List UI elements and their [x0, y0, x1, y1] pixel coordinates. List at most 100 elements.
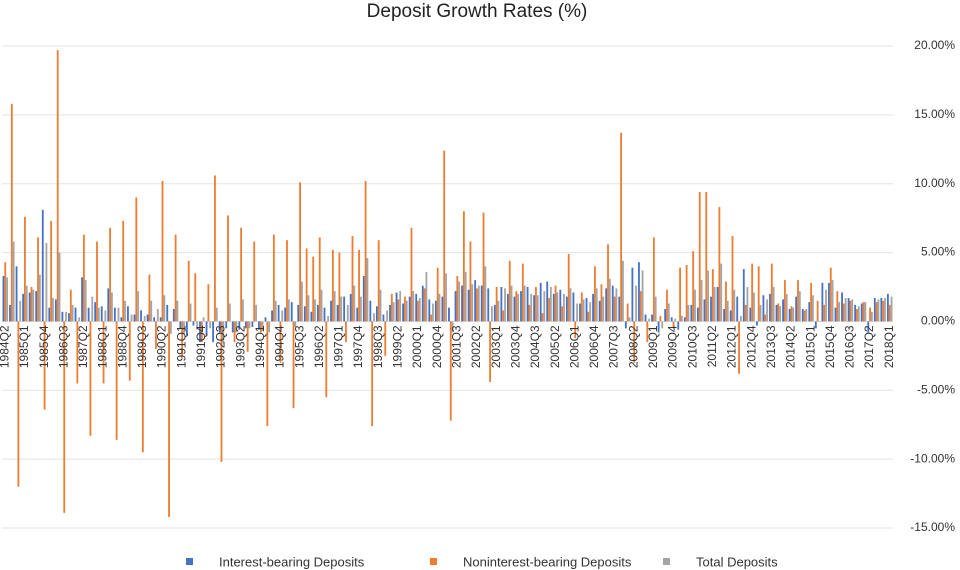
bar	[829, 267, 832, 322]
bar	[882, 300, 885, 322]
bar	[502, 310, 505, 322]
bar	[212, 321, 215, 343]
bar	[703, 299, 706, 322]
bar	[783, 280, 786, 322]
bar	[667, 303, 670, 322]
bar	[94, 302, 97, 322]
bar	[539, 282, 542, 322]
bar	[762, 295, 765, 322]
bar	[624, 321, 627, 329]
bar	[405, 300, 408, 322]
bar	[390, 293, 393, 322]
bar	[526, 287, 529, 322]
bar	[205, 321, 208, 336]
bar	[541, 313, 544, 322]
bar	[777, 303, 780, 322]
bar	[561, 306, 564, 322]
bar	[12, 241, 15, 322]
bar	[258, 321, 260, 330]
bar	[38, 274, 41, 322]
bar	[225, 321, 228, 329]
bar	[635, 285, 637, 322]
bar	[238, 321, 241, 330]
bar	[140, 310, 142, 322]
legend-swatch	[186, 558, 193, 565]
bar	[482, 212, 485, 322]
bar	[183, 321, 185, 334]
bar	[862, 302, 865, 322]
bar	[251, 321, 254, 327]
bar	[679, 267, 681, 322]
x-tick-label: 2015Q4	[823, 325, 837, 368]
bar	[143, 315, 146, 322]
bar	[84, 280, 87, 322]
bar	[395, 292, 398, 322]
bar	[111, 292, 113, 322]
x-tick-label: 1997Q1	[332, 325, 346, 368]
bar	[345, 321, 347, 343]
bar	[35, 291, 38, 322]
bar	[795, 296, 798, 322]
bar	[582, 299, 585, 322]
bar	[448, 307, 450, 322]
bar	[718, 207, 721, 322]
bar	[130, 314, 133, 322]
x-tick-label: 1992Q3	[214, 325, 228, 368]
bar	[471, 284, 474, 322]
legend-label: Interest-bearing Deposits	[219, 554, 365, 569]
x-tick-label: 2003Q4	[508, 325, 522, 368]
bar	[343, 296, 346, 322]
bar	[798, 291, 801, 322]
bar	[589, 302, 592, 322]
bar	[48, 307, 51, 322]
bar	[838, 302, 841, 322]
bar	[585, 298, 588, 322]
bar	[317, 304, 319, 322]
bar	[314, 299, 316, 322]
bar	[248, 321, 251, 329]
bar	[133, 314, 136, 322]
bar	[189, 303, 192, 322]
bar	[277, 304, 280, 322]
bar	[6, 277, 9, 322]
bar	[592, 293, 594, 322]
bar	[631, 267, 634, 322]
bar	[89, 321, 92, 436]
bar	[744, 304, 747, 322]
bar	[510, 285, 513, 322]
x-tick-label: 2011Q2	[705, 325, 719, 367]
bar	[32, 289, 35, 322]
bar	[63, 321, 66, 513]
legend-label: Total Deposits	[696, 554, 778, 569]
bar	[25, 285, 28, 322]
bar	[128, 321, 131, 381]
bar	[462, 211, 465, 322]
bar	[790, 306, 793, 322]
bar	[816, 300, 819, 322]
x-tick-label: 2004Q3	[528, 325, 542, 368]
bar	[410, 227, 413, 322]
bar	[268, 321, 271, 333]
x-tick-label: 1987Q2	[76, 325, 90, 368]
bar	[415, 293, 418, 322]
bar	[451, 321, 454, 333]
bar	[474, 280, 477, 322]
bar	[404, 296, 406, 322]
bar	[490, 306, 493, 322]
bar	[97, 307, 100, 322]
bar	[569, 288, 572, 322]
bar	[137, 291, 140, 322]
bar	[520, 291, 522, 322]
bar	[287, 299, 290, 322]
bar	[456, 275, 459, 322]
bar	[353, 285, 356, 322]
bar	[753, 292, 755, 322]
bar	[362, 275, 365, 322]
bar	[338, 252, 341, 322]
bar	[377, 240, 380, 322]
bar	[808, 302, 811, 322]
bar	[141, 321, 144, 453]
bar	[259, 321, 262, 333]
bar	[264, 317, 267, 322]
bar	[600, 284, 603, 322]
